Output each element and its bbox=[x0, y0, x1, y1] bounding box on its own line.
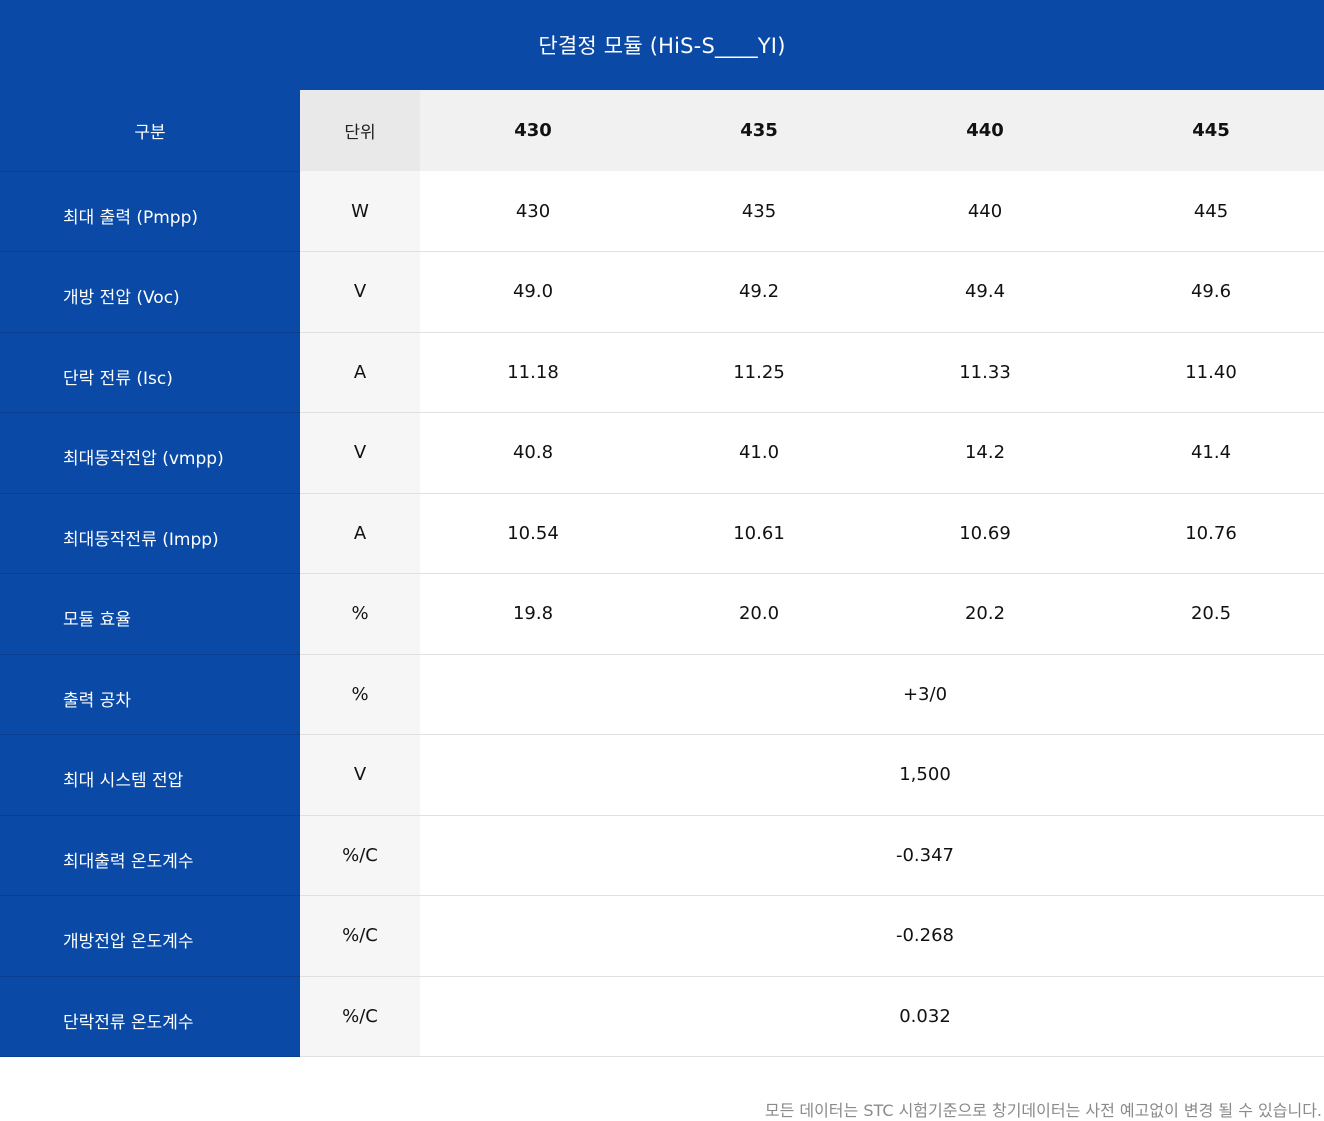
row-shared-value: -0.347 bbox=[895, 844, 955, 866]
header-row: 구분 단위 430 435 440 445 bbox=[0, 90, 1324, 172]
row-value: 49.6 bbox=[1098, 251, 1324, 333]
row-shared-cell: +3/0 bbox=[420, 654, 1324, 735]
row-value: 20.2 bbox=[872, 573, 1098, 655]
row-unit: V bbox=[300, 251, 420, 333]
row-shared-value: +3/0 bbox=[902, 683, 948, 705]
row-label: 최대 시스템 전압 bbox=[0, 734, 300, 816]
row-value: 49.2 bbox=[646, 251, 872, 333]
row-value: 11.40 bbox=[1098, 332, 1324, 413]
row-value: 10.76 bbox=[1098, 493, 1324, 574]
row-shared-value: -0.268 bbox=[895, 925, 955, 947]
row-shared-value: 0.032 bbox=[899, 1005, 951, 1027]
row-label: 최대동작전압 (vmpp) bbox=[0, 412, 300, 494]
row-value: 430 bbox=[420, 171, 646, 252]
table-title: 단결정 모듈 (HiS-S____YI) bbox=[538, 34, 786, 58]
row-shared-cell: -0.347 bbox=[420, 815, 1324, 896]
row-value: 20.0 bbox=[646, 573, 872, 655]
row-label: 최대출력 온도계수 bbox=[0, 815, 300, 896]
row-label: 모듈 효율 bbox=[0, 573, 300, 655]
row-unit: % bbox=[300, 654, 420, 735]
row-unit: %/C bbox=[300, 976, 420, 1057]
row-unit: % bbox=[300, 573, 420, 655]
table-row: 최대 출력 (Pmpp) W 430 435 440 445 bbox=[0, 171, 1324, 252]
row-unit: V bbox=[300, 734, 420, 816]
row-unit: W bbox=[300, 171, 420, 252]
row-unit: V bbox=[300, 412, 420, 494]
row-value: 445 bbox=[1098, 171, 1324, 252]
table-row: 단락 전류 (Isc) A 11.18 11.25 11.33 11.40 bbox=[0, 332, 1324, 413]
header-model-445: 445 bbox=[1098, 90, 1324, 171]
row-value: 440 bbox=[872, 171, 1098, 252]
header-label: 구분 bbox=[0, 90, 300, 172]
row-value: 14.2 bbox=[872, 412, 1098, 494]
row-value: 435 bbox=[646, 171, 872, 252]
table-row: 개방전압 온도계수 %/C -0.268 bbox=[0, 895, 1324, 977]
row-shared-cell: -0.268 bbox=[420, 895, 1324, 977]
row-label: 개방전압 온도계수 bbox=[0, 895, 300, 977]
row-shared-cell: 1,500 bbox=[420, 734, 1324, 816]
row-label: 최대동작전류 (Impp) bbox=[0, 493, 300, 574]
row-label: 출력 공차 bbox=[0, 654, 300, 735]
footnote: 모든 데이터는 STC 시험기준으로 창기데이터는 사전 예고없이 변경 될 수… bbox=[764, 1101, 1322, 1120]
row-value: 10.54 bbox=[420, 493, 646, 574]
table-row: 개방 전압 (Voc) V 49.0 49.2 49.4 49.6 bbox=[0, 251, 1324, 333]
row-value: 49.4 bbox=[872, 251, 1098, 333]
header-unit: 단위 bbox=[300, 90, 420, 171]
row-value: 10.61 bbox=[646, 493, 872, 574]
table-row: 모듈 효율 % 19.8 20.0 20.2 20.5 bbox=[0, 573, 1324, 655]
table-row: 최대 시스템 전압 V 1,500 bbox=[0, 734, 1324, 816]
row-label: 개방 전압 (Voc) bbox=[0, 251, 300, 333]
header-model-435: 435 bbox=[646, 90, 872, 171]
table-row: 최대동작전류 (Impp) A 10.54 10.61 10.69 10.76 bbox=[0, 493, 1324, 574]
spec-table: 구분 단위 430 435 440 445 최대 출력 (Pmpp) W 430… bbox=[0, 90, 1324, 1057]
row-value: 20.5 bbox=[1098, 573, 1324, 655]
row-value: 11.25 bbox=[646, 332, 872, 413]
row-value: 11.33 bbox=[872, 332, 1098, 413]
table-row: 최대동작전압 (vmpp) V 40.8 41.0 14.2 41.4 bbox=[0, 412, 1324, 494]
table-row: 출력 공차 % +3/0 bbox=[0, 654, 1324, 735]
row-value: 40.8 bbox=[420, 412, 646, 494]
row-unit: %/C bbox=[300, 895, 420, 977]
header-model-430: 430 bbox=[420, 90, 646, 171]
row-label: 단락 전류 (Isc) bbox=[0, 332, 300, 413]
row-value: 10.69 bbox=[872, 493, 1098, 574]
row-shared-value: 1,500 bbox=[899, 764, 951, 786]
row-label: 단락전류 온도계수 bbox=[0, 976, 300, 1057]
table-row: 최대출력 온도계수 %/C -0.347 bbox=[0, 815, 1324, 896]
row-unit: A bbox=[300, 493, 420, 574]
row-shared-cell: 0.032 bbox=[420, 976, 1324, 1057]
row-value: 49.0 bbox=[420, 251, 646, 333]
row-value: 41.4 bbox=[1098, 412, 1324, 494]
table-row: 단락전류 온도계수 %/C 0.032 bbox=[0, 976, 1324, 1057]
row-value: 19.8 bbox=[420, 573, 646, 655]
table-title-bar: 단결정 모듈 (HiS-S____YI) bbox=[0, 0, 1324, 90]
header-model-440: 440 bbox=[872, 90, 1098, 171]
row-unit: A bbox=[300, 332, 420, 413]
row-value: 41.0 bbox=[646, 412, 872, 494]
row-value: 11.18 bbox=[420, 332, 646, 413]
row-label: 최대 출력 (Pmpp) bbox=[0, 171, 300, 252]
row-unit: %/C bbox=[300, 815, 420, 896]
